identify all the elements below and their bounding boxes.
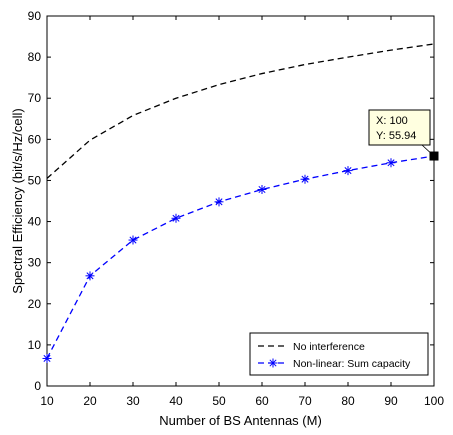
y-tick-label: 40	[28, 215, 42, 229]
x-tick-label: 70	[298, 394, 312, 408]
x-axis-label: Number of BS Antennas (M)	[159, 413, 322, 428]
x-tick-label: 80	[341, 394, 355, 408]
datatip[interactable]: X: 100 Y: 55.94	[368, 109, 439, 161]
datatip-marker[interactable]	[429, 151, 439, 161]
series-layer	[42, 43, 439, 363]
x-tick-label: 60	[255, 394, 269, 408]
legend-label-non-linear-sum-capacity: Non-linear: Sum capacity	[293, 358, 411, 370]
x-tick-label: 10	[40, 394, 54, 408]
y-tick-label: 50	[28, 173, 42, 187]
y-tick-label: 0	[34, 379, 41, 393]
y-tick-label: 80	[28, 50, 42, 64]
x-tick-label: 40	[169, 394, 183, 408]
x-tick-label: 20	[83, 394, 97, 408]
legend: No interference Non-linear: Sum capacity	[249, 332, 429, 376]
y-tick-label: 30	[28, 256, 42, 270]
data-point-non-linear-sum-capacity	[386, 158, 396, 168]
y-tick-label: 90	[28, 9, 42, 23]
legend-marker-non-linear-sum-capacity	[268, 358, 278, 368]
x-tick-label: 30	[126, 394, 140, 408]
plot-area	[46, 15, 435, 387]
data-point-non-linear-sum-capacity	[343, 166, 353, 176]
y-tick-label: 10	[28, 338, 42, 352]
data-point-non-linear-sum-capacity	[42, 353, 52, 363]
datatip-y-text: Y: 55.94	[376, 130, 416, 142]
data-point-non-linear-sum-capacity	[171, 213, 181, 223]
data-point-non-linear-sum-capacity	[257, 184, 267, 194]
series-line-non-linear-sum-capacity	[46, 155, 435, 359]
datatip-box	[368, 109, 431, 146]
y-axis-label: Spectral Efficiency (bit/s/Hz/cell)	[10, 108, 25, 293]
x-tick-label: 100	[424, 394, 444, 408]
data-point-non-linear-sum-capacity	[128, 235, 138, 245]
data-point-non-linear-sum-capacity	[214, 197, 224, 207]
data-point-non-linear-sum-capacity	[85, 271, 95, 281]
y-tick-label: 70	[28, 91, 42, 105]
x-tick-label: 90	[384, 394, 398, 408]
y-tick-label: 60	[28, 132, 42, 146]
x-tick-label: 50	[212, 394, 226, 408]
data-point-non-linear-sum-capacity	[300, 174, 310, 184]
legend-box	[249, 332, 429, 376]
legend-label-no-interference: No interference	[293, 341, 365, 353]
y-tick-label: 20	[28, 297, 42, 311]
datatip-x-text: X: 100	[376, 115, 408, 127]
series-line-no-interference	[46, 43, 435, 179]
